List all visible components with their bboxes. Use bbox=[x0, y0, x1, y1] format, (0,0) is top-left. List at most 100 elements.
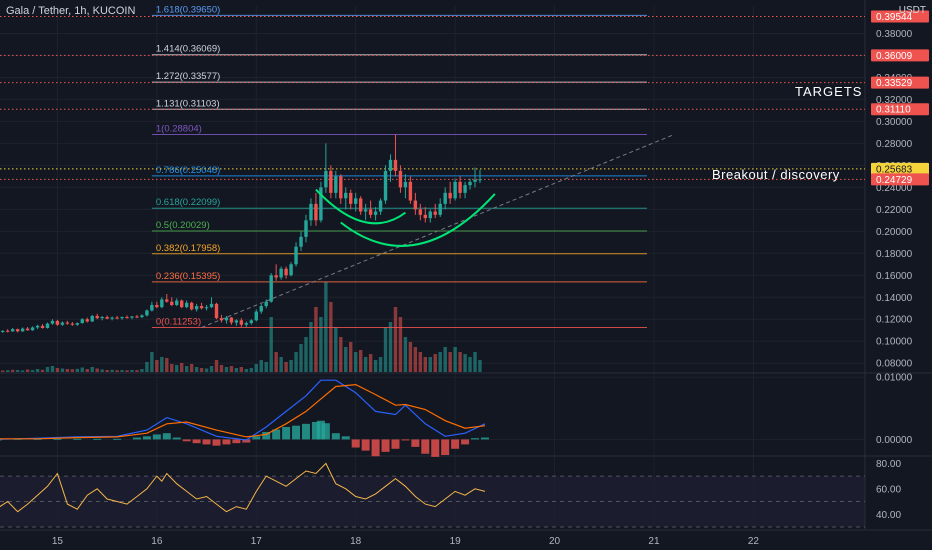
candle-body bbox=[50, 320, 55, 324]
volume-bar bbox=[234, 368, 239, 372]
candle-body bbox=[388, 159, 393, 171]
candle-body bbox=[358, 198, 363, 212]
fib-level-label: 1.272(0.33577) bbox=[156, 71, 220, 82]
volume-bar bbox=[145, 362, 149, 372]
candle-body bbox=[80, 319, 84, 324]
volume-bar bbox=[458, 352, 462, 372]
candle-body bbox=[214, 303, 219, 319]
candle-body bbox=[264, 301, 268, 307]
macd-histogram-bar bbox=[192, 439, 201, 444]
price-badge bbox=[871, 162, 929, 175]
price-badge-label: 0.31110 bbox=[876, 105, 911, 116]
candle-body bbox=[304, 220, 308, 237]
macd-histogram-bar bbox=[371, 439, 380, 457]
candle-body bbox=[334, 176, 338, 193]
macd-histogram-bar bbox=[232, 439, 241, 444]
volume-bar bbox=[403, 337, 408, 372]
candle-body bbox=[418, 209, 423, 215]
volume-bar bbox=[1, 370, 5, 372]
candle-body bbox=[433, 211, 437, 215]
fib-level-label: 0(0.11253) bbox=[156, 316, 201, 327]
volume-bar bbox=[428, 357, 432, 372]
volume-bar bbox=[15, 370, 20, 372]
volume-bar bbox=[35, 369, 40, 372]
volume-bar bbox=[249, 368, 254, 372]
price-axis-tick: 0.32000 bbox=[876, 95, 913, 106]
candle-body bbox=[30, 327, 35, 331]
candle-body bbox=[254, 311, 258, 321]
price-axis-tick: 0.10000 bbox=[876, 337, 913, 348]
candle-body bbox=[95, 315, 99, 319]
candle-body bbox=[274, 275, 278, 278]
candle-body bbox=[40, 325, 45, 329]
price-axis-tick: 0.24000 bbox=[876, 183, 913, 194]
candle-body bbox=[269, 275, 273, 302]
candle-body bbox=[10, 329, 15, 332]
macd-histogram-bar bbox=[73, 438, 82, 440]
fib-level-label: 0.618(0.22099) bbox=[156, 197, 220, 208]
volume-bar bbox=[30, 370, 35, 372]
candle-body bbox=[75, 323, 80, 325]
volume-bar bbox=[70, 369, 75, 372]
candle-body bbox=[354, 198, 358, 204]
volume-bar bbox=[314, 307, 318, 372]
candle-body bbox=[170, 301, 174, 305]
volume-bar bbox=[463, 354, 467, 372]
volume-bar bbox=[204, 368, 209, 372]
macd-histogram-bar bbox=[282, 426, 291, 440]
volume-bar bbox=[140, 369, 144, 372]
candle-body bbox=[284, 268, 288, 276]
volume-bar bbox=[25, 369, 30, 372]
volume-bar bbox=[244, 369, 249, 372]
candle-body bbox=[155, 304, 159, 308]
volume-bar bbox=[90, 367, 94, 372]
price-axis-tick: 0.20000 bbox=[876, 227, 913, 238]
price-badge-label: 0.39544 bbox=[876, 12, 913, 23]
price-badge bbox=[871, 103, 929, 116]
volume-bar bbox=[334, 327, 338, 372]
macd-histogram-bar bbox=[341, 436, 350, 440]
macd-histogram-bar bbox=[441, 439, 450, 455]
candle-body bbox=[140, 315, 144, 318]
candle-body bbox=[239, 320, 244, 325]
fib-level-label: 1.414(0.36069) bbox=[156, 44, 220, 55]
volume-bar bbox=[453, 347, 457, 372]
volume-bar bbox=[60, 368, 65, 372]
macd-histogram-bar bbox=[401, 439, 410, 441]
symbol-title[interactable]: Gala / Tether, 1h, KUCOIN bbox=[6, 5, 136, 17]
candle-body bbox=[259, 306, 263, 312]
macd-histogram-bar bbox=[172, 437, 181, 440]
candle-body bbox=[180, 300, 184, 308]
candle-body bbox=[438, 203, 442, 215]
macd-line bbox=[0, 379, 486, 441]
candle-body bbox=[363, 209, 368, 212]
volume-bar bbox=[20, 370, 25, 372]
volume-bar bbox=[6, 370, 10, 372]
candle-body bbox=[199, 306, 204, 309]
time-axis-tick: 19 bbox=[450, 536, 462, 547]
volume-bar bbox=[378, 357, 383, 372]
volume-bar bbox=[284, 362, 288, 372]
volume-bar bbox=[120, 370, 124, 372]
macd-histogram-bar bbox=[351, 439, 360, 448]
macd-histogram-bar bbox=[292, 425, 301, 440]
volume-bar bbox=[478, 360, 482, 372]
candle-body bbox=[478, 179, 482, 181]
candle-body bbox=[45, 323, 50, 329]
candle-body bbox=[165, 299, 169, 302]
volume-bar bbox=[368, 354, 373, 372]
volume-bar bbox=[354, 352, 358, 372]
candle-body bbox=[423, 214, 427, 219]
volume-bar bbox=[274, 352, 278, 372]
targets-annotation: TARGETS bbox=[795, 84, 863, 99]
candle-body bbox=[294, 246, 298, 265]
candle-body bbox=[383, 170, 388, 201]
price-axis-tick: 0.08000 bbox=[876, 359, 913, 370]
volume-bar bbox=[45, 367, 50, 372]
macd-histogram-bar bbox=[451, 439, 460, 449]
volume-bar bbox=[443, 347, 447, 372]
volume-bar bbox=[214, 360, 219, 372]
macd-histogram-bar bbox=[311, 421, 320, 440]
candle-body bbox=[249, 320, 254, 324]
